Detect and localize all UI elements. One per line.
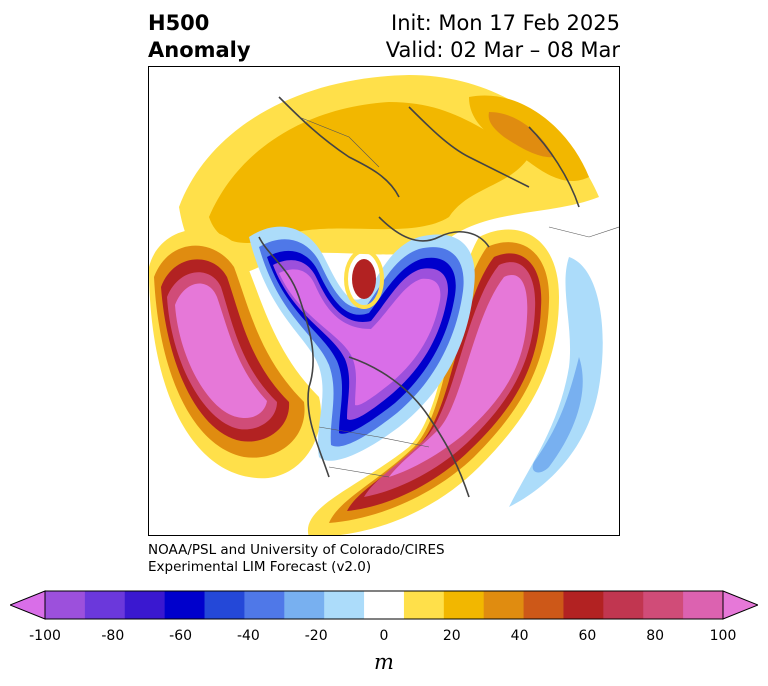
positive-anomaly-cell-outer — [344, 249, 384, 309]
colorbar-bin — [523, 591, 564, 619]
positive-anomaly-pacific-100 — [175, 283, 267, 419]
title-field: Anomaly — [148, 38, 251, 62]
positive-anomaly-atlantic-100 — [389, 274, 528, 477]
title-right: Init: Mon 17 Feb 2025 Valid: 02 Mar – 08… — [386, 10, 620, 64]
coastlines — [258, 96, 580, 498]
colorbar-bin — [683, 591, 724, 619]
colorbar-bin — [483, 591, 525, 619]
colorbar-right-arrow — [722, 590, 758, 620]
colorbar-tick-label: 0 — [379, 628, 389, 644]
colorbar-bin — [364, 591, 405, 619]
title-left: H500 Anomaly — [148, 10, 251, 64]
colorbar-bin — [204, 591, 245, 619]
colorbar-bin — [443, 591, 485, 619]
anomaly-map — [149, 67, 619, 535]
credit: NOAA/PSL and University of Colorado/CIRE… — [148, 542, 445, 576]
colorbar-bin — [244, 591, 285, 619]
negative-anomaly-east-core — [532, 357, 583, 473]
colorbar-bin — [563, 591, 604, 619]
valid-range: Valid: 02 Mar – 08 Mar — [385, 38, 620, 62]
colorbar-tick-label: -20 — [304, 628, 328, 644]
positive-anomaly-north-core — [209, 102, 529, 243]
colorbar-tick-label: -40 — [236, 628, 260, 644]
colorbar-bin — [603, 591, 644, 619]
borders — [298, 116, 619, 478]
positive-anomaly-europe-core — [488, 112, 554, 158]
colorbar-bin — [124, 591, 166, 619]
colorbar-bin — [403, 591, 445, 619]
negative-anomaly-east — [509, 257, 603, 507]
colorbar-tick-label: -80 — [101, 628, 125, 644]
init-date: Init: Mon 17 Feb 2025 — [391, 11, 620, 35]
colorbar-tick-label: 60 — [578, 628, 597, 644]
colorbar-frame — [44, 590, 724, 620]
colorbar-tick-label: 100 — [709, 628, 737, 644]
colorbar-unit: m — [374, 650, 394, 674]
colorbar-bin — [643, 591, 684, 619]
title-variable: H500 — [148, 11, 210, 35]
colorbar-tick-label: 80 — [646, 628, 665, 644]
colorbar-ticks: -100 -80 -60 -40 -20 0 20 40 60 80 100 — [0, 628, 768, 648]
negative-anomaly-100 — [279, 269, 441, 406]
credit-line-1: NOAA/PSL and University of Colorado/CIRE… — [148, 542, 445, 558]
colorbar — [10, 590, 758, 620]
colorbar-bin — [45, 591, 86, 619]
colorbar-tick-label: 40 — [510, 628, 529, 644]
colorbar-bin — [84, 591, 126, 619]
colorbar-bin — [284, 591, 325, 619]
colorbar-tick-label: 20 — [442, 628, 461, 644]
credit-line-2: Experimental LIM Forecast (v2.0) — [148, 559, 372, 575]
map-panel — [148, 66, 620, 536]
colorbar-tick-label: -100 — [29, 628, 61, 644]
colorbar-bin — [324, 591, 365, 619]
positive-anomaly-cell — [352, 259, 376, 299]
colorbar-left-arrow — [10, 590, 46, 620]
colorbar-tick-label: -60 — [169, 628, 193, 644]
colorbar-bin — [164, 591, 206, 619]
